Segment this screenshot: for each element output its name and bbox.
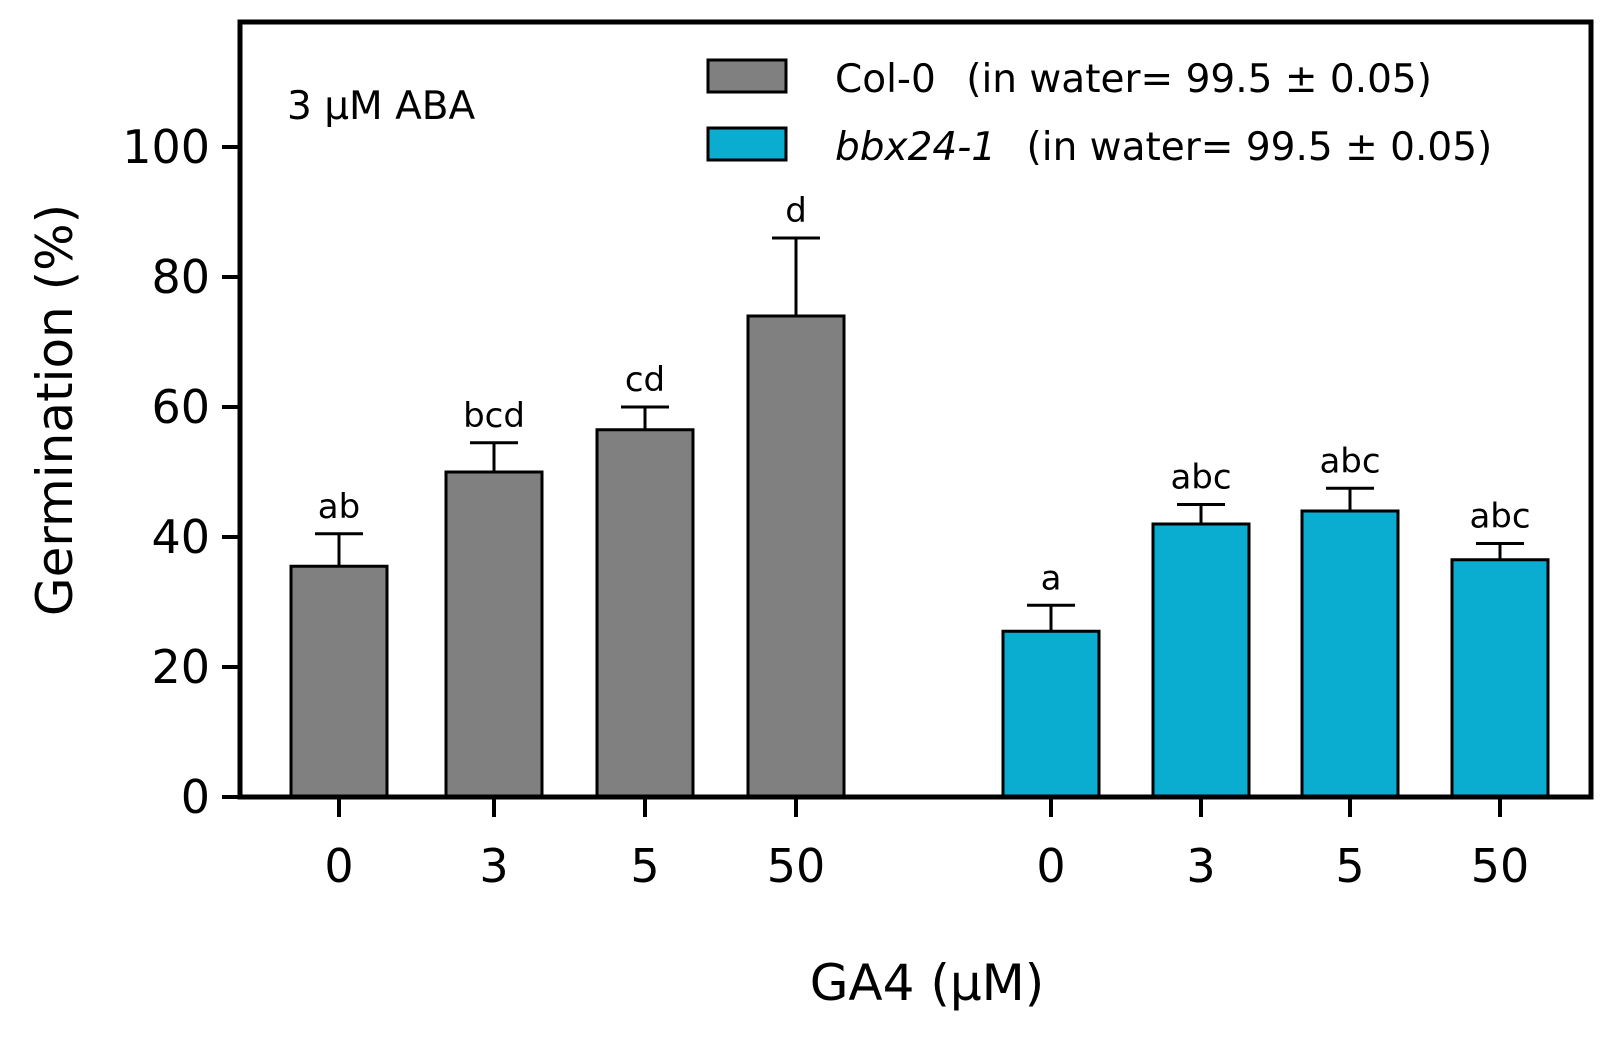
y-axis-title: Germination (%)	[26, 204, 84, 616]
x-tick-label-bbx-5: 5	[1335, 839, 1364, 893]
legend-swatch-bbx	[706, 126, 788, 162]
bar-col0-3	[444, 470, 544, 799]
significance-labels-layer: ab bcd cd d a abc abc abc	[318, 191, 1531, 598]
significance-col0-0: ab	[318, 487, 360, 527]
x-tick-label-col0-5: 5	[630, 839, 659, 893]
legend-swatch-col0	[706, 58, 788, 94]
significance-col0-5: cd	[625, 360, 665, 400]
x-tick-label-bbx-3: 3	[1186, 839, 1215, 893]
x-tick-label-col0-0: 0	[324, 839, 353, 893]
legend: Col-0 (in water= 99.5 ± 0.05) bbx24-1 (i…	[706, 57, 1492, 170]
bar-col0-50	[746, 314, 846, 799]
plot-frame	[237, 19, 1594, 800]
legend-col0-name: Col-0	[835, 57, 936, 102]
bar-bbx-3	[1151, 522, 1251, 799]
bar-bbx-50	[1450, 558, 1550, 799]
y-tick-label-60: 60	[151, 380, 210, 434]
error-bars-layer	[315, 236, 1524, 632]
x-axis-title: GA4 (μM)	[810, 954, 1045, 1012]
y-axis: 0 20 40 60 80 100	[122, 120, 240, 824]
y-tick-label-20: 20	[151, 640, 210, 694]
significance-col0-3: bcd	[463, 396, 525, 436]
legend-label-col0: Col-0 (in water= 99.5 ± 0.05)	[835, 57, 1432, 102]
x-tick-label-bbx-50: 50	[1471, 839, 1530, 893]
bar-col0-0	[289, 564, 389, 799]
condition-annotation: 3 μM ABA	[287, 84, 476, 129]
y-tick-label-0: 0	[181, 770, 210, 824]
legend-label-bbx: bbx24-1 (in water= 99.5 ± 0.05)	[835, 125, 1492, 170]
significance-bbx-3: abc	[1170, 458, 1231, 498]
legend-bbx-suffix: (in water= 99.5 ± 0.05)	[1027, 125, 1493, 170]
legend-col0-suffix: (in water= 99.5 ± 0.05)	[966, 57, 1432, 102]
x-tick-label-bbx-0: 0	[1036, 839, 1065, 893]
x-axis: 0 3 5 50 0 3 5 50	[324, 797, 1529, 893]
bar-col0-5	[595, 428, 695, 799]
y-tick-label-100: 100	[122, 120, 210, 174]
bar-bbx-0	[1001, 629, 1101, 799]
x-tick-label-col0-50: 50	[767, 839, 826, 893]
significance-bbx-0: a	[1041, 558, 1062, 598]
significance-bbx-50: abc	[1469, 497, 1530, 537]
y-tick-label-40: 40	[151, 510, 210, 564]
y-tick-label-80: 80	[151, 250, 210, 304]
significance-bbx-5: abc	[1319, 441, 1380, 481]
bars-layer	[289, 314, 1550, 799]
x-tick-label-col0-3: 3	[479, 839, 508, 893]
bar-bbx-5	[1300, 509, 1400, 799]
significance-col0-50: d	[785, 191, 807, 231]
legend-bbx-name: bbx24-1	[835, 125, 996, 170]
